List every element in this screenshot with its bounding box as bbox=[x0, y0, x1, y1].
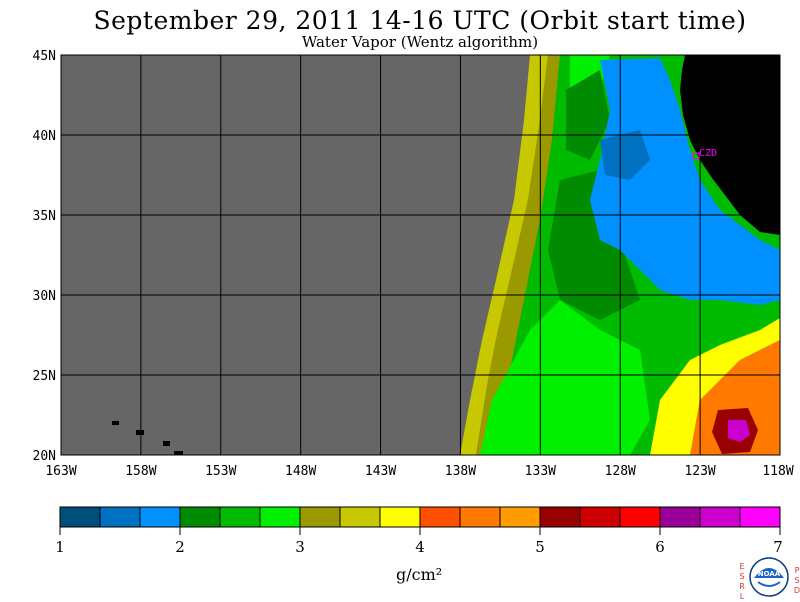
station-marker-label: CZD bbox=[699, 148, 717, 159]
longitude-label: 133W bbox=[525, 464, 556, 479]
colorbar-tick-label: 6 bbox=[655, 538, 665, 556]
colorbar-swatch bbox=[219, 506, 261, 528]
longitude-labels: 163W 158W 153W 148W 143W 138W 133W 128W 123W 118W bbox=[45, 464, 793, 479]
vapor-band-olive bbox=[476, 55, 560, 455]
colorbar-swatch bbox=[59, 506, 101, 528]
island-1 bbox=[112, 421, 119, 425]
colorbar-swatch bbox=[299, 506, 341, 528]
colorbar-swatch bbox=[459, 506, 501, 528]
colorbar-swatch bbox=[419, 506, 461, 528]
colorbar-swatch bbox=[259, 506, 301, 528]
data-layer bbox=[112, 55, 780, 455]
colorbar-swatch bbox=[139, 506, 181, 528]
island-4 bbox=[174, 451, 183, 455]
longitude-label: 163W bbox=[45, 464, 76, 479]
vapor-band-darkgreen bbox=[548, 170, 640, 320]
vapor-band-magenta-core bbox=[728, 420, 750, 442]
colorbar-swatch bbox=[179, 506, 221, 528]
longitude-label: 138W bbox=[445, 464, 476, 479]
longitude-label: 143W bbox=[365, 464, 396, 479]
colorbar-swatch bbox=[579, 506, 621, 528]
map-frame bbox=[60, 54, 781, 456]
vapor-band-yellow bbox=[460, 55, 548, 455]
colorbar-tick-label: 1 bbox=[55, 538, 65, 556]
colorbar-swatch bbox=[659, 506, 701, 528]
vapor-band-darkgreen-north bbox=[566, 70, 610, 160]
colorbar-swatch bbox=[539, 506, 581, 528]
colorbar-swatch bbox=[99, 506, 141, 528]
logo-left-letters: ESRL bbox=[739, 562, 745, 601]
colorbar-tick-label: 7 bbox=[773, 538, 783, 556]
latitude-label: 35N bbox=[33, 209, 56, 224]
colorbar-tick-label: 3 bbox=[295, 538, 305, 556]
longitude-label: 148W bbox=[285, 464, 316, 479]
latitude-labels: 45N 40N 35N 30N 25N 20N bbox=[33, 49, 56, 464]
station-marker: CZD bbox=[692, 148, 717, 160]
colorbar-units: g/cm² bbox=[396, 565, 443, 584]
noaa-logo: NOAA bbox=[749, 557, 789, 597]
page-subtitle: Water Vapor (Wentz algorithm) bbox=[301, 33, 539, 51]
colorbar-swatch bbox=[619, 506, 661, 528]
colorbar-swatch bbox=[739, 506, 781, 528]
longitude-label: 153W bbox=[205, 464, 236, 479]
vapor-band-yellow-se bbox=[650, 318, 780, 455]
longitude-label: 158W bbox=[125, 464, 156, 479]
latitude-label: 25N bbox=[33, 369, 56, 384]
colorbar-swatch bbox=[699, 506, 741, 528]
longitude-label: 128W bbox=[605, 464, 636, 479]
land-mass bbox=[680, 55, 780, 235]
colorbar-swatch bbox=[499, 506, 541, 528]
lat-lon-grid bbox=[61, 55, 780, 455]
latitude-label: 30N bbox=[33, 289, 56, 304]
vapor-band-lightgreen bbox=[480, 300, 650, 455]
latitude-label: 45N bbox=[33, 49, 56, 64]
vapor-band-orange-se bbox=[690, 340, 780, 455]
page-title: September 29, 2011 14-16 UTC (Orbit star… bbox=[93, 6, 747, 35]
latitude-label: 40N bbox=[33, 129, 56, 144]
noaa-logo-text: NOAA bbox=[758, 570, 781, 578]
logo-right-letters: PSD bbox=[793, 566, 800, 595]
vapor-band-darkblue bbox=[600, 130, 650, 180]
colorbar-tick-label: 4 bbox=[415, 538, 425, 556]
vapor-band-blue bbox=[590, 58, 780, 305]
colorbar-swatch bbox=[379, 506, 421, 528]
colorbar-tick-label: 2 bbox=[175, 538, 185, 556]
colorbar-swatch bbox=[339, 506, 381, 528]
island-2 bbox=[136, 430, 144, 435]
colorbar-tick-label: 5 bbox=[535, 538, 545, 556]
colorbar bbox=[59, 506, 781, 528]
island-3 bbox=[163, 441, 170, 446]
longitude-label: 118W bbox=[762, 464, 793, 479]
colorbar-ticks: 1 2 3 4 5 6 7 bbox=[55, 527, 783, 556]
latitude-label: 20N bbox=[33, 449, 56, 464]
longitude-label: 123W bbox=[684, 464, 715, 479]
